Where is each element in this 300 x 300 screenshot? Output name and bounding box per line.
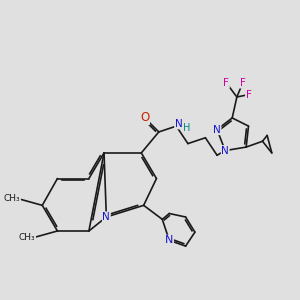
Text: CH₃: CH₃ (19, 233, 35, 242)
Text: N: N (175, 119, 182, 129)
Text: N: N (213, 124, 221, 135)
Text: O: O (140, 112, 149, 124)
Text: H: H (183, 123, 190, 134)
Text: N: N (103, 212, 110, 222)
Text: F: F (246, 90, 251, 100)
Text: F: F (240, 78, 246, 88)
Text: F: F (224, 78, 229, 88)
Text: N: N (221, 146, 229, 156)
Text: CH₃: CH₃ (4, 194, 20, 203)
Text: N: N (165, 235, 173, 245)
